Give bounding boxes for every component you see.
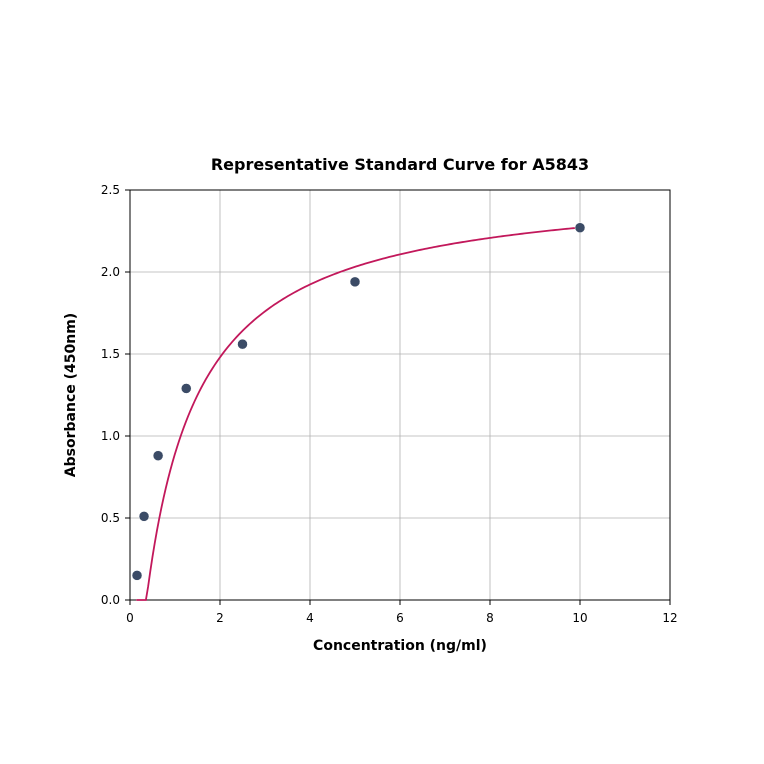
data-point (181, 383, 191, 393)
data-point (238, 339, 248, 349)
x-tick-label: 6 (396, 611, 404, 625)
chart-container: { "chart": { "type": "scatter-with-fit-c… (0, 0, 764, 764)
chart-title: Representative Standard Curve for A5843 (211, 155, 589, 174)
y-tick-label: 1.5 (101, 347, 120, 361)
x-tick-label: 8 (486, 611, 494, 625)
data-point (153, 451, 163, 461)
x-axis-label: Concentration (ng/ml) (313, 638, 487, 654)
x-tick-label: 2 (216, 611, 224, 625)
y-axis-label: Absorbance (450nm) (63, 313, 79, 477)
y-tick-label: 0.5 (101, 511, 120, 525)
standard-curve-chart: 0 2 4 6 8 10 12 0.0 0.5 1.0 1.5 2.0 2.5 Concentration… (0, 0, 764, 764)
y-tick-label: 0.0 (101, 593, 120, 607)
x-tick-label: 0 (126, 611, 134, 625)
y-tick-label: 1.0 (101, 429, 120, 443)
y-tick-label: 2.5 (101, 183, 120, 197)
y-tick-label: 2.0 (101, 265, 120, 279)
data-point (132, 570, 142, 580)
data-point (575, 223, 585, 233)
data-point (139, 511, 149, 521)
x-tick-label: 4 (306, 611, 314, 625)
x-tick-label: 10 (572, 611, 587, 625)
x-tick-label: 12 (662, 611, 677, 625)
data-point (350, 277, 360, 287)
